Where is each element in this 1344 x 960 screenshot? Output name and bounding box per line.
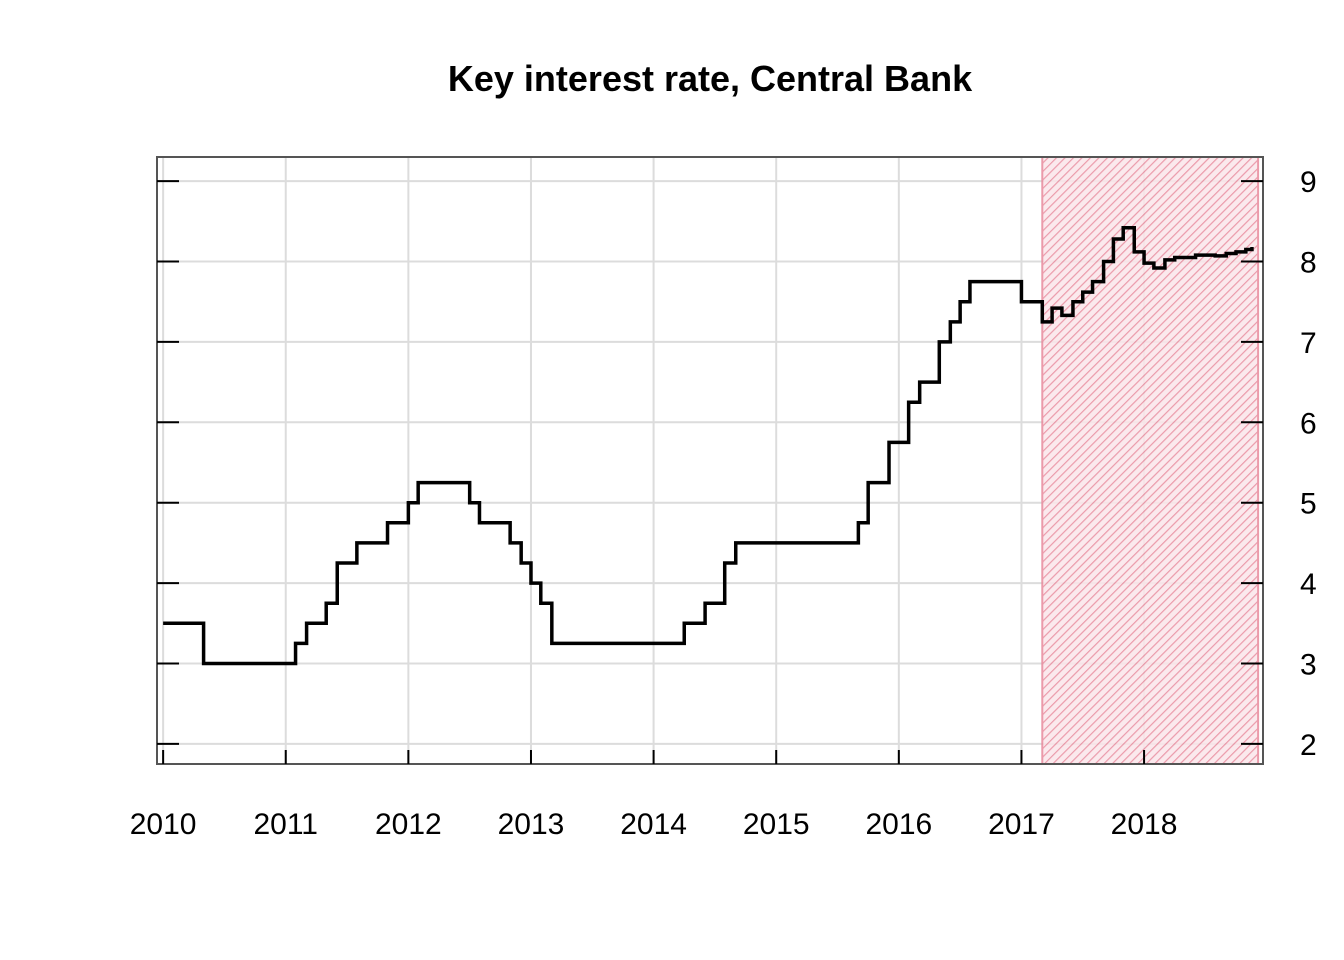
y-tick-label: 6 [1300,407,1317,440]
y-tick-label: 9 [1300,166,1317,199]
x-tick-label: 2011 [253,808,318,841]
x-tick-label: 2018 [1111,808,1178,841]
chart-title: Key interest rate, Central Bank [447,58,973,99]
y-tick-label: 8 [1300,247,1317,280]
x-tick-label: 2012 [375,808,442,841]
x-tick-label: 2016 [865,808,932,841]
x-tick-label: 2017 [988,808,1055,841]
shaded-region-layer [1041,156,1260,765]
y-tick-label: 4 [1300,568,1317,601]
y-tick-label: 5 [1300,488,1317,521]
plot-frame [156,156,1264,765]
x-tick-label: 2010 [130,808,197,841]
y-tick-label: 7 [1300,327,1317,360]
x-tick-label: 2015 [743,808,810,841]
x-tick-label: 2014 [620,808,687,841]
y-tick-label: 2 [1300,729,1317,762]
shaded-region [1041,156,1260,765]
series-layer [163,226,1254,666]
y-tick-label: 3 [1300,649,1317,682]
x-tick-label: 2013 [498,808,565,841]
tick-layer: 2010 2011 2012 2013 2014 2015 2016 2017 2018 2 3 4 5… [130,166,1317,841]
